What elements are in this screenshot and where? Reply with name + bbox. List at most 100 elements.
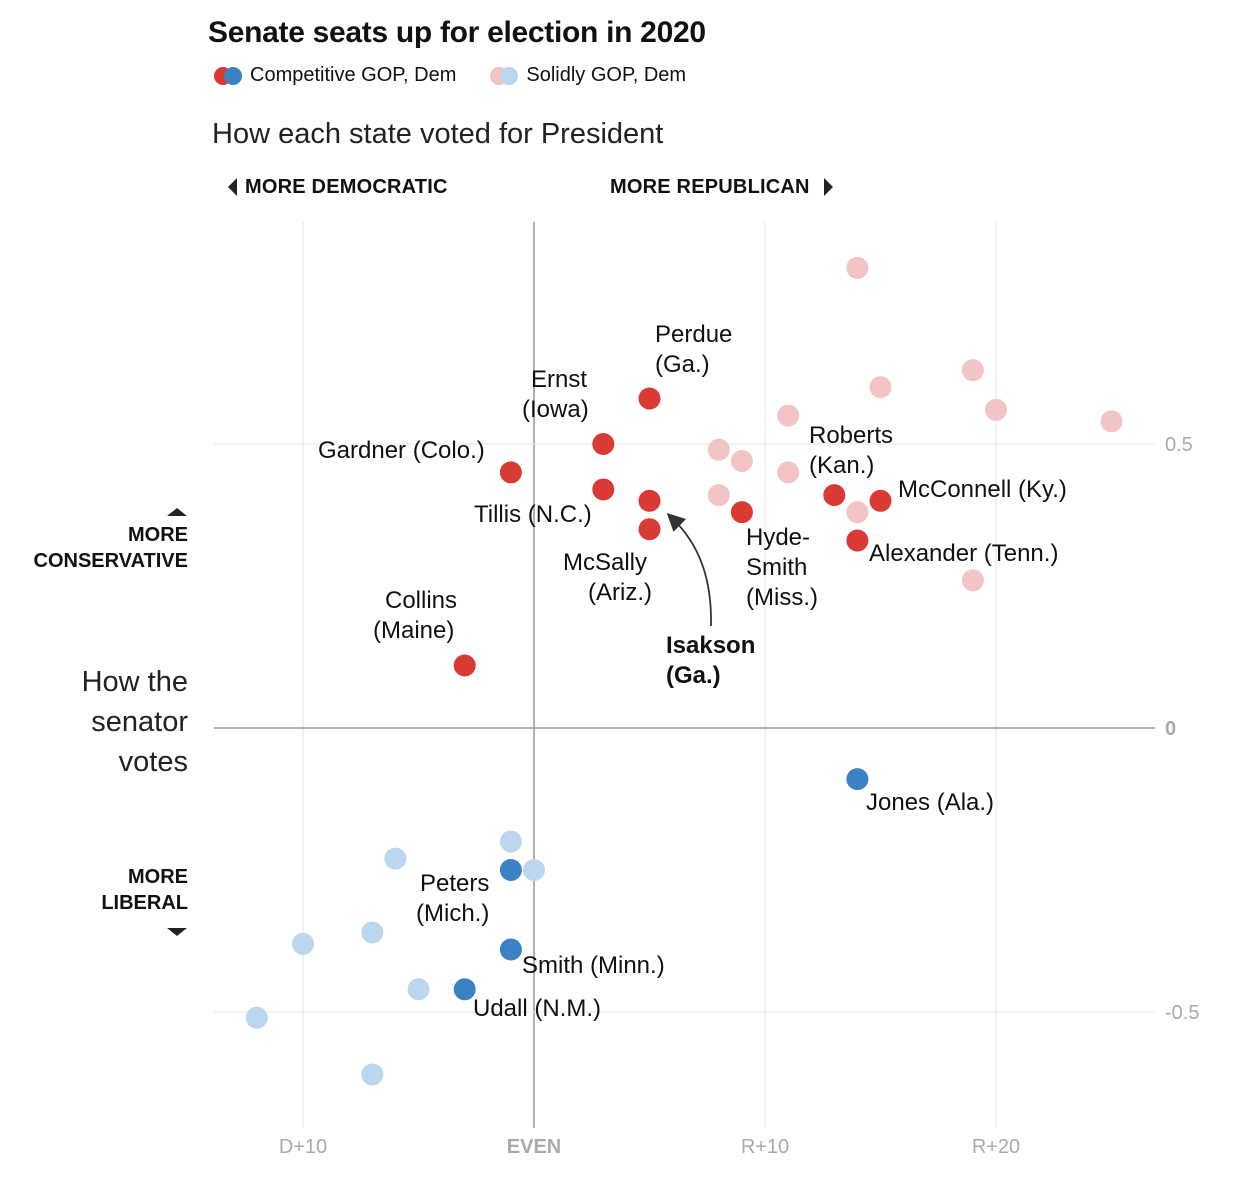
y-axis-title-line-1: How the [81, 666, 188, 698]
point-label: Jones (Ala.) [866, 789, 994, 816]
more-democratic-label: MORE DEMOCRATIC [228, 176, 448, 199]
legend-label-solid: Solidly GOP, Dem [526, 64, 687, 86]
arrow-right-icon [823, 178, 833, 196]
chart-title: Senate seats up for election in 2020 [208, 16, 706, 49]
point-label-line: Smith (Minn.) [522, 952, 665, 979]
more-conservative-line-2: CONSERVATIVE [33, 550, 188, 572]
legend-swatch-solid [488, 66, 522, 86]
point-label: Ernst (Iowa) [522, 366, 589, 423]
point-label-line: Alexander (Tenn.) [869, 540, 1058, 567]
point-label: McSally (Ariz.) [563, 549, 652, 606]
more-liberal-line-2: LIBERAL [101, 892, 188, 914]
point-label: Perdue (Ga.) [655, 321, 732, 378]
point-label: Peters (Mich.) [416, 870, 489, 927]
point-competitive-gop [638, 489, 661, 512]
more-conservative-label: MORE CONSERVATIVE [34, 522, 188, 574]
point-label-line: (Miss.) [746, 584, 818, 611]
y-tick-label: -0.5 [1165, 1002, 1199, 1024]
arrow-left-icon [228, 178, 237, 196]
point-label-line: McSally [563, 549, 647, 576]
arrow-up-icon [167, 508, 187, 516]
x-tick-label: R+10 [741, 1136, 789, 1158]
point-solidly-gop [1100, 410, 1123, 433]
point-competitive-gop [592, 478, 615, 501]
point-label-line: Gardner (Colo.) [318, 437, 485, 464]
data-points [245, 256, 1123, 1086]
tick-labels: D+10 EVEN R+10 R+20 0.5 0 -0.5 [279, 434, 1200, 1158]
point-label-line: Perdue [655, 321, 732, 348]
point-competitive-gop [499, 461, 522, 484]
point-solidly-gop [707, 484, 730, 507]
point-solidly-dem [384, 847, 407, 870]
point-label-line: (Ariz.) [588, 579, 652, 606]
point-solidly-dem [361, 1063, 384, 1086]
x-tick-label: EVEN [507, 1136, 561, 1158]
point-solidly-dem [499, 830, 522, 853]
legend-dot-solid-dem [500, 66, 519, 85]
point-competitive-gop [869, 489, 892, 512]
point-solidly-dem [523, 859, 545, 881]
legend-item-competitive: Competitive GOP, Dem [212, 64, 456, 87]
point-label-line: (Kan.) [809, 452, 874, 479]
point-label: Roberts (Kan.) [809, 422, 893, 479]
point-label: Gardner (Colo.) [318, 437, 485, 464]
grid-lines [214, 222, 1155, 1128]
point-solidly-gop [961, 569, 984, 592]
point-label: Tillis (N.C.) [474, 501, 592, 528]
point-label: Hyde- Smith (Miss.) [746, 524, 818, 611]
point-label-line: (Maine) [373, 617, 454, 644]
legend-dot-competitive-dem [224, 66, 242, 85]
point-solidly-gop [777, 461, 800, 484]
point-label-line: (Mich.) [416, 900, 489, 927]
point-competitive-gop [453, 654, 476, 677]
x-tick-label: R+20 [972, 1136, 1020, 1158]
point-competitive-gop [638, 518, 661, 541]
point-solidly-gop [846, 501, 869, 524]
legend-item-solid: Solidly GOP, Dem [488, 64, 686, 87]
y-tick-label: 0.5 [1165, 434, 1193, 456]
point-solidly-gop [777, 404, 800, 427]
y-axis-title: How the senator votes [82, 662, 188, 782]
point-competitive-dem [846, 768, 869, 791]
isakson-arrow [666, 512, 712, 627]
y-tick-label: 0 [1165, 718, 1176, 740]
point-label-line: (Ga.) [666, 662, 721, 689]
point-competitive-dem [453, 978, 476, 1001]
point-competitive-dem [499, 938, 522, 961]
point-label: McConnell (Ky.) [898, 476, 1067, 503]
arrow-down-icon [167, 928, 187, 936]
point-label: Udall (N.M.) [473, 995, 601, 1022]
point-solidly-gop [730, 450, 753, 473]
point-label-line: Jones (Ala.) [866, 789, 994, 816]
point-label-line: Collins [385, 587, 457, 614]
more-liberal-label: MORE LIBERAL [101, 864, 188, 916]
point-solidly-gop [985, 398, 1007, 421]
point-label-line: McConnell (Ky.) [898, 476, 1067, 503]
point-competitive-gop [730, 501, 753, 524]
point-label-line: Ernst [531, 366, 587, 393]
point-solidly-gop [846, 256, 869, 279]
point-label-line: Isakson [666, 632, 755, 659]
point-competitive-gop [638, 387, 661, 410]
point-label-line: Smith [746, 554, 807, 581]
point-competitive-dem [499, 859, 522, 881]
point-solidly-gop [869, 376, 892, 399]
point-competitive-gop [823, 484, 846, 507]
point-solidly-gop [961, 359, 984, 382]
point-label: Collins (Maine) [373, 587, 457, 644]
more-republican-text: MORE REPUBLICAN [610, 176, 810, 198]
point-label-line: Tillis (N.C.) [474, 501, 592, 528]
point-solidly-dem [245, 1006, 268, 1029]
point-solidly-dem [361, 921, 384, 944]
point-label-line: Roberts [809, 422, 893, 449]
x-tick-label: D+10 [279, 1136, 327, 1158]
y-axis-title-line-2: senator [91, 706, 188, 738]
point-label-line: Hyde- [746, 524, 810, 551]
x-axis-title: How each state voted for President [212, 118, 664, 150]
point-solidly-dem [292, 932, 314, 955]
point-solidly-gop [707, 438, 730, 461]
point-label-line: Peters [420, 870, 489, 897]
point-label-line: Udall (N.M.) [473, 995, 601, 1022]
point-solidly-dem [407, 978, 430, 1001]
